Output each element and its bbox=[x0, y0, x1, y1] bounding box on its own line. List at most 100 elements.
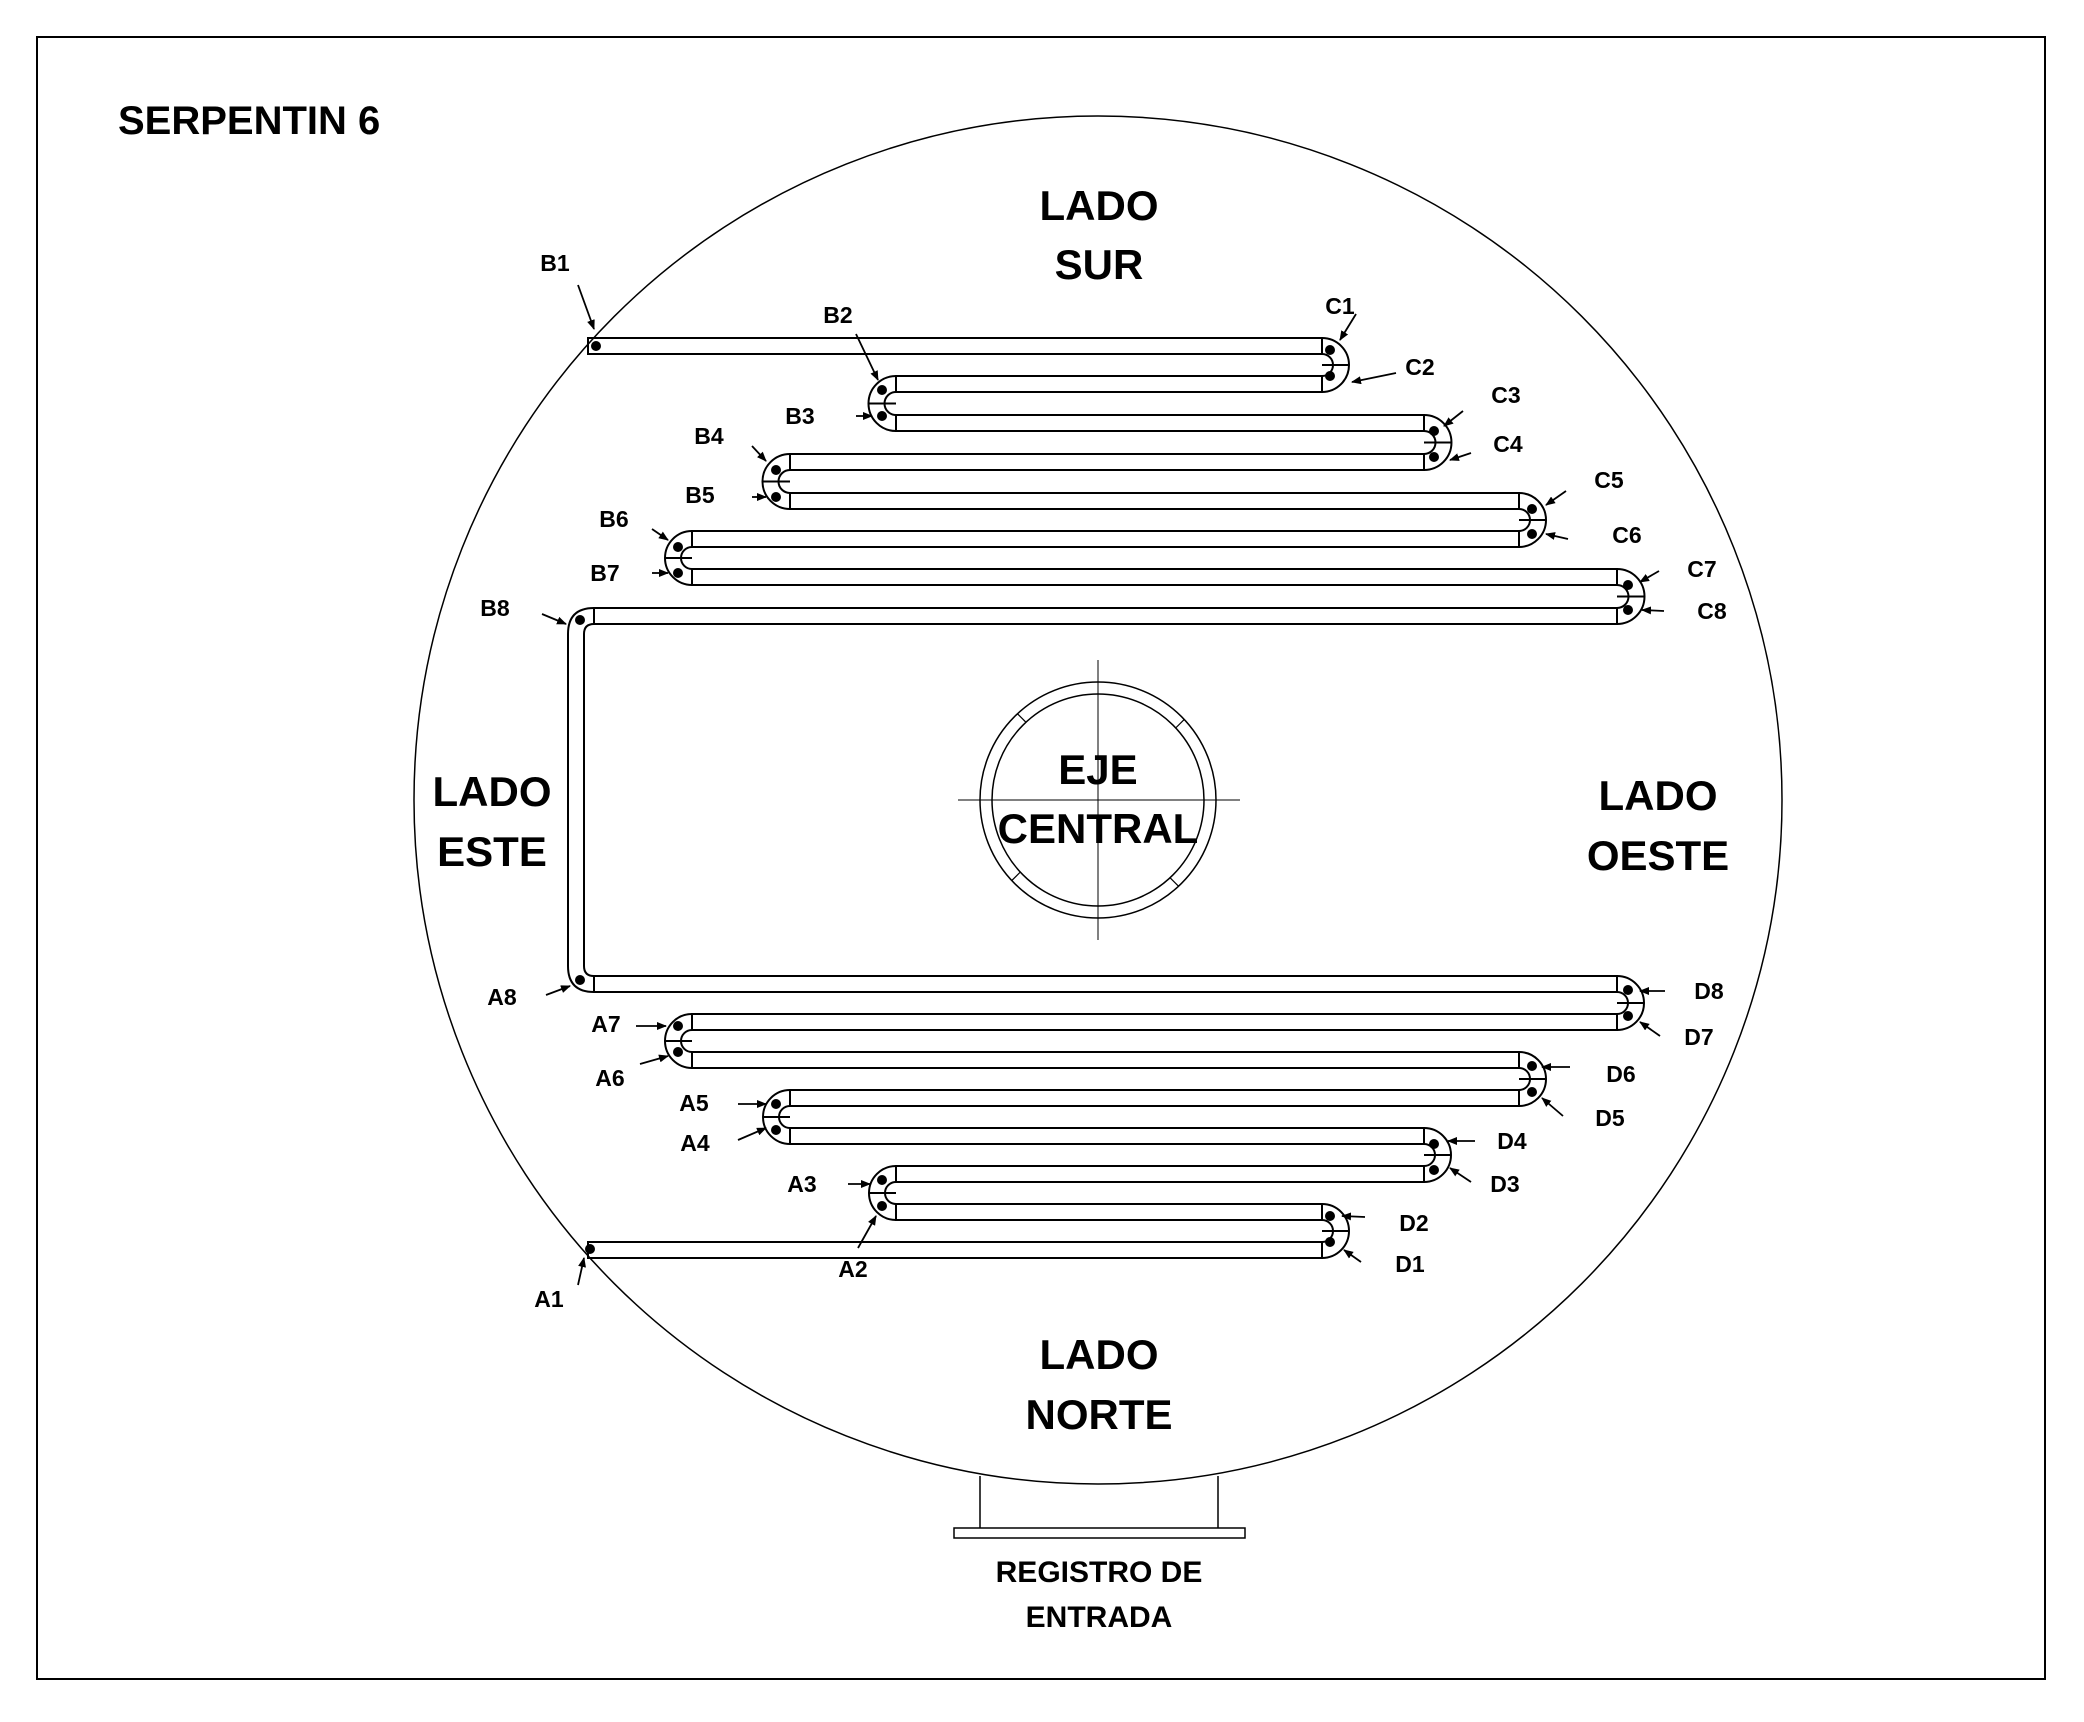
point-label-d7: D7 bbox=[1684, 1024, 1713, 1050]
weld-point-6 bbox=[1429, 426, 1439, 436]
point-label-c4: C4 bbox=[1493, 431, 1523, 457]
weld-point-7 bbox=[1429, 452, 1439, 462]
weld-point-29 bbox=[877, 1201, 887, 1211]
pipe-vertical-inner bbox=[583, 623, 595, 977]
weld-point-9 bbox=[771, 492, 781, 502]
leader-arrow-14 bbox=[1545, 532, 1569, 540]
point-label-b7: B7 bbox=[590, 560, 619, 586]
vessel-outline bbox=[413, 115, 1783, 1485]
point-label-a1: A1 bbox=[534, 1286, 564, 1312]
weld-point-24 bbox=[771, 1099, 781, 1109]
leader-arrow-4 bbox=[751, 445, 767, 462]
point-label-b1: B1 bbox=[540, 250, 570, 276]
weld-point-31 bbox=[1325, 1237, 1335, 1247]
side-label-norte-line1: LADO bbox=[1040, 1331, 1159, 1378]
leader-arrow-17 bbox=[577, 1257, 586, 1286]
weld-point-28 bbox=[877, 1175, 887, 1185]
pipe-run-10 bbox=[691, 1013, 1618, 1031]
leader-arrow-13 bbox=[1545, 490, 1567, 506]
point-label-b8: B8 bbox=[480, 595, 510, 621]
leader-arrow-31 bbox=[1639, 1021, 1661, 1037]
pipe-run-12 bbox=[789, 1089, 1520, 1107]
weld-point-25 bbox=[771, 1125, 781, 1135]
pipe-run-2 bbox=[895, 375, 1323, 393]
point-label-a2: A2 bbox=[838, 1256, 867, 1282]
point-label-d4: D4 bbox=[1497, 1128, 1527, 1154]
pipe-run-11 bbox=[691, 1051, 1520, 1069]
weld-point-15 bbox=[1623, 605, 1633, 615]
leader-arrow-1 bbox=[577, 284, 595, 330]
weld-point-27 bbox=[1429, 1165, 1439, 1175]
point-label-d2: D2 bbox=[1399, 1210, 1428, 1236]
point-label-c2: C2 bbox=[1405, 354, 1434, 380]
side-label-norte-line2: NORTE bbox=[1026, 1391, 1173, 1438]
side-label-este-line1: LADO bbox=[433, 768, 552, 815]
weld-point-13 bbox=[673, 568, 683, 578]
point-arrows bbox=[541, 284, 1665, 1286]
weld-point-2 bbox=[1325, 345, 1335, 355]
weld-point-16 bbox=[575, 615, 585, 625]
weld-point-3 bbox=[1325, 371, 1335, 381]
point-label-d3: D3 bbox=[1490, 1171, 1519, 1197]
pipe-run-1 bbox=[587, 337, 1323, 355]
side-label-sur-line1: LADO bbox=[1040, 182, 1159, 229]
point-label-a8: A8 bbox=[487, 984, 517, 1010]
point-label-c3: C3 bbox=[1491, 382, 1520, 408]
weld-points bbox=[575, 341, 1633, 1254]
entry-register bbox=[953, 1476, 1246, 1539]
point-label-a4: A4 bbox=[680, 1130, 710, 1156]
point-label-b6: B6 bbox=[599, 506, 628, 532]
weld-point-19 bbox=[1623, 1011, 1633, 1021]
point-label-a6: A6 bbox=[595, 1065, 624, 1091]
axis-tie-mark bbox=[1016, 713, 1027, 723]
point-label-a3: A3 bbox=[787, 1171, 816, 1197]
axis-tie-mark bbox=[1169, 877, 1180, 887]
leader-arrow-22 bbox=[639, 1054, 669, 1065]
pipe-run-6 bbox=[691, 530, 1520, 548]
leader-arrow-15 bbox=[1639, 570, 1660, 583]
leader-arrow-24 bbox=[545, 985, 571, 996]
point-label-d1: D1 bbox=[1395, 1251, 1425, 1277]
weld-point-5 bbox=[877, 411, 887, 421]
pipe-run-9 bbox=[593, 975, 1618, 993]
side-label-oeste-line1: LADO bbox=[1599, 772, 1718, 819]
leader-arrow-26 bbox=[1341, 1212, 1366, 1221]
point-label-d8: D8 bbox=[1694, 978, 1724, 1004]
leader-arrow-29 bbox=[1541, 1097, 1564, 1117]
point-label-b2: B2 bbox=[823, 302, 852, 328]
leader-arrow-2 bbox=[855, 333, 879, 381]
pipe-run-8 bbox=[593, 607, 1618, 625]
leader-arrow-11 bbox=[1443, 410, 1464, 427]
leader-arrow-10 bbox=[1351, 372, 1397, 385]
point-label-c8: C8 bbox=[1697, 598, 1727, 624]
leader-arrow-12 bbox=[1449, 452, 1472, 461]
weld-point-22 bbox=[1527, 1061, 1537, 1071]
weld-point-17 bbox=[575, 975, 585, 985]
weld-point-4 bbox=[877, 385, 887, 395]
point-label-d6: D6 bbox=[1606, 1061, 1635, 1087]
side-label-oeste-line2: OESTE bbox=[1587, 832, 1729, 879]
point-label-b4: B4 bbox=[694, 423, 724, 449]
central-axis bbox=[958, 660, 1240, 940]
side-label-este-line2: ESTE bbox=[437, 828, 547, 875]
pipe-run-5 bbox=[789, 492, 1520, 510]
leader-arrow-18 bbox=[857, 1215, 877, 1249]
weld-point-21 bbox=[673, 1047, 683, 1057]
leader-arrow-6 bbox=[651, 528, 669, 541]
center-label-line2: CENTRAL bbox=[998, 805, 1199, 852]
weld-point-8 bbox=[771, 465, 781, 475]
point-label-c7: C7 bbox=[1687, 556, 1716, 582]
pipe-run-4 bbox=[789, 453, 1425, 471]
weld-point-14 bbox=[1623, 580, 1633, 590]
point-label-a5: A5 bbox=[679, 1090, 709, 1116]
leader-arrow-9 bbox=[1339, 313, 1357, 341]
pipe-run-14 bbox=[895, 1165, 1425, 1183]
register-label-line2: ENTRADA bbox=[1026, 1601, 1173, 1634]
weld-point-18 bbox=[1623, 985, 1633, 995]
pipe-run-13 bbox=[789, 1127, 1425, 1145]
diagram-title: SERPENTIN 6 bbox=[118, 99, 380, 143]
pipe-run-3 bbox=[895, 414, 1425, 432]
point-label-c1: C1 bbox=[1325, 293, 1355, 319]
coil-pipe bbox=[567, 337, 1646, 1259]
